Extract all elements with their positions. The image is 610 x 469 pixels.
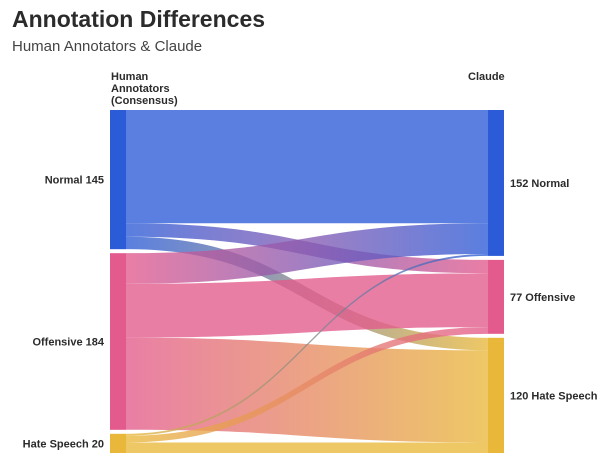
left-node-offensive — [110, 253, 126, 430]
flow-hate-to-offensive — [126, 327, 488, 443]
flow-hate-to-normal — [126, 253, 488, 436]
chart-subtitle: Human Annotators & Claude — [12, 38, 203, 55]
right-node-offensive — [488, 259, 504, 334]
left-header-line-1: Human — [111, 71, 149, 83]
right-column-header: Claude — [468, 71, 505, 83]
flow-hate-to-hate — [126, 442, 488, 453]
left-header-line-2: Annotators — [111, 83, 170, 95]
flow-offensive-to-offensive — [126, 273, 488, 338]
right-node-normal — [488, 110, 504, 256]
right-node-hate — [488, 337, 504, 453]
sankey-labels: Normal 145 Offensive 184 Hate Speech 20 152… — [23, 175, 598, 451]
right-label-normal: 152 Normal — [510, 178, 569, 190]
left-column-header: Human Annotators (Consensus) — [111, 71, 221, 107]
left-node-hate — [110, 433, 126, 453]
sankey-nodes — [110, 110, 504, 453]
left-label-offensive: Offensive 184 — [32, 336, 104, 348]
sankey-links — [126, 110, 488, 453]
left-header-line-3: (Consensus) — [111, 95, 178, 107]
flow-offensive-to-normal — [126, 223, 488, 284]
right-label-hate: 120 Hate Speech — [510, 390, 598, 402]
left-node-normal — [110, 110, 126, 250]
flow-normal-to-normal — [126, 110, 488, 224]
left-label-hate: Hate Speech 20 — [23, 438, 104, 450]
right-label-offensive: 77 Offensive — [510, 292, 575, 304]
chart-title: Annotation Differences — [12, 6, 266, 32]
left-label-normal: Normal 145 — [45, 175, 104, 187]
flow-offensive-to-hate — [126, 337, 488, 443]
